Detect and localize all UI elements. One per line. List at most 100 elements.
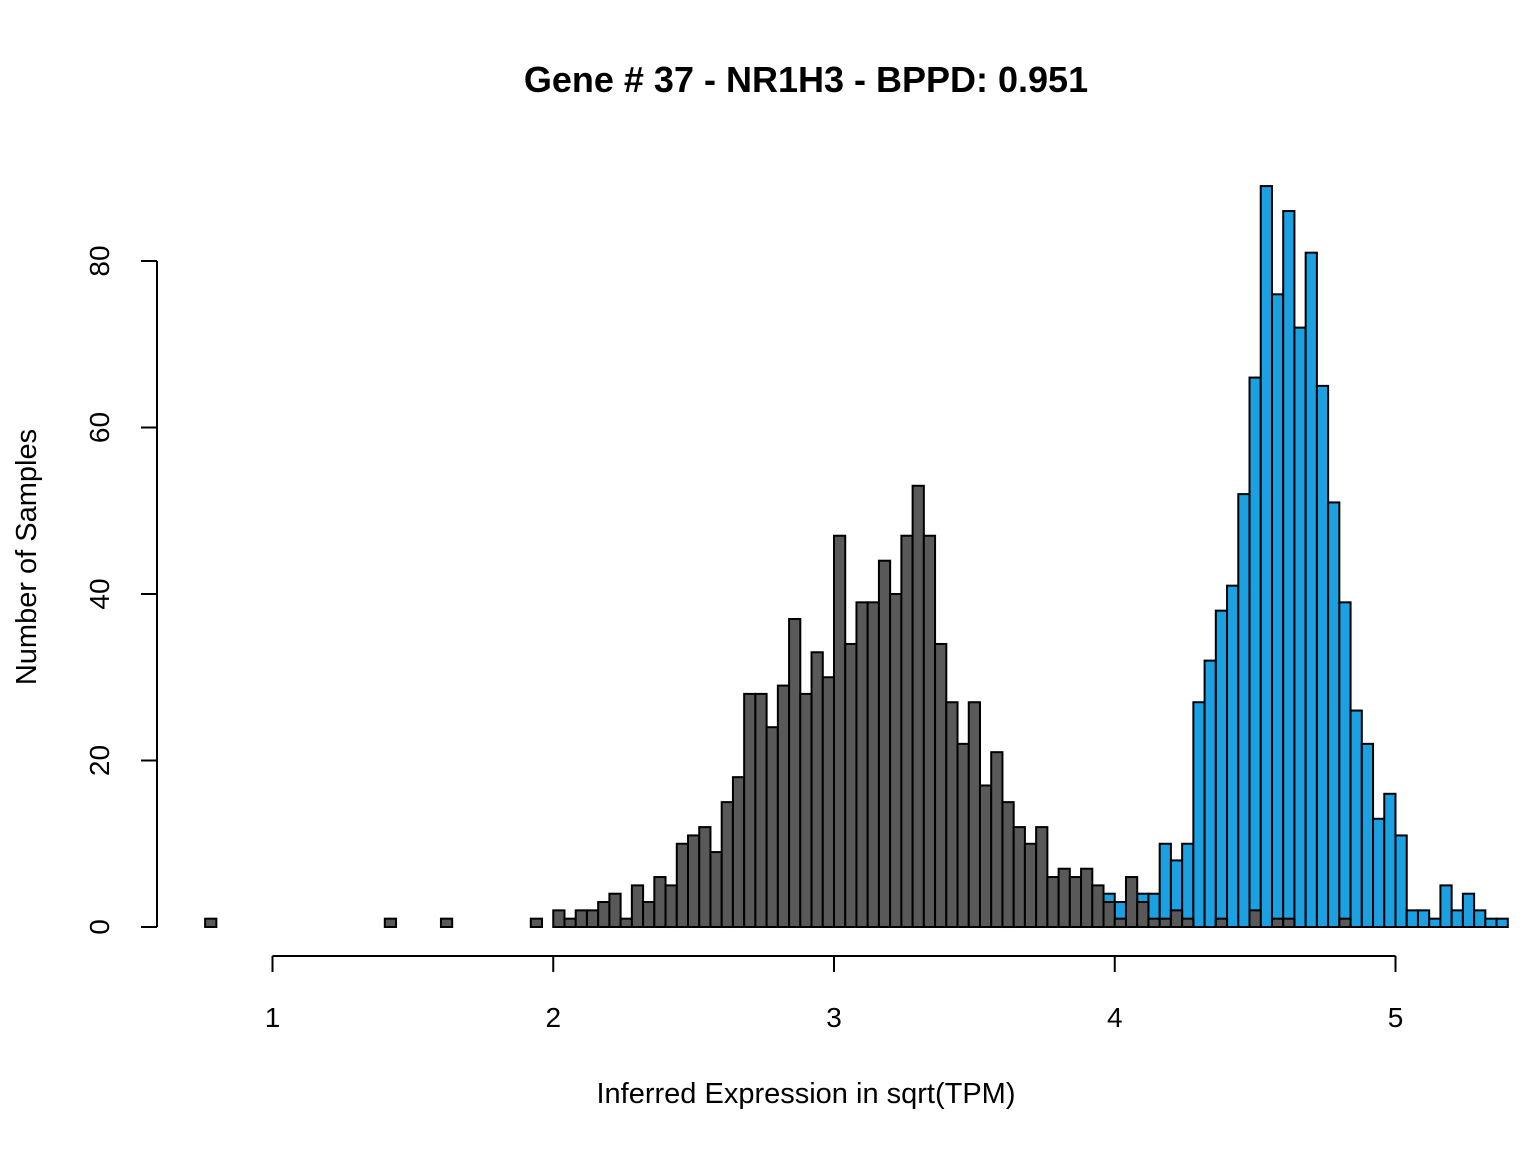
bar — [1360, 742, 1375, 928]
bar — [1315, 384, 1330, 929]
bar — [911, 484, 925, 928]
bar — [1461, 892, 1476, 929]
bar — [1023, 842, 1038, 928]
bar — [1046, 876, 1060, 928]
bar — [1416, 909, 1431, 928]
bar — [1248, 376, 1262, 928]
bar — [1338, 917, 1352, 928]
y-tick-label: 40 — [84, 578, 115, 609]
bar — [653, 876, 667, 928]
y-tick-label: 60 — [84, 412, 115, 443]
bar — [698, 826, 712, 928]
bar — [1405, 909, 1419, 928]
bar — [1035, 826, 1049, 928]
y-tick-label: 80 — [84, 245, 115, 276]
bar — [1372, 817, 1386, 929]
bar — [1214, 609, 1229, 929]
bar — [608, 892, 622, 929]
bar — [844, 642, 858, 928]
bar — [1293, 326, 1307, 929]
x-axis-label: Inferred Expression in sqrt(TPM) — [596, 1078, 1015, 1110]
bar — [1068, 876, 1083, 928]
bar — [1091, 884, 1105, 929]
bar — [1237, 493, 1251, 928]
bar — [889, 593, 903, 928]
bar — [743, 692, 757, 929]
y-tick-label: 20 — [84, 745, 115, 776]
bar — [439, 917, 454, 928]
bar — [1226, 584, 1240, 928]
bar — [1450, 909, 1464, 928]
bar — [1349, 709, 1363, 928]
bar — [866, 601, 880, 929]
bar — [1338, 601, 1352, 929]
bar — [799, 692, 813, 929]
bar — [574, 909, 588, 928]
bar — [1383, 792, 1397, 928]
bar — [1394, 834, 1408, 928]
x-tick-label: 4 — [1107, 1002, 1123, 1033]
bars-layer — [204, 185, 1509, 929]
x-tick-label: 5 — [1388, 1002, 1404, 1033]
y-tick-label: 0 — [84, 919, 115, 935]
x-tick-label: 3 — [826, 1002, 842, 1033]
bar — [529, 917, 544, 928]
bar — [967, 701, 981, 928]
bar — [563, 917, 577, 928]
bar — [630, 884, 645, 929]
bar — [877, 559, 892, 928]
x-tick-label: 2 — [545, 1002, 561, 1033]
bar — [1169, 909, 1184, 928]
bar — [1136, 901, 1150, 929]
bar — [1473, 909, 1487, 928]
bar — [1439, 884, 1453, 929]
bar — [1214, 917, 1229, 928]
bar — [990, 751, 1004, 928]
bar — [1012, 826, 1026, 928]
bar — [1282, 210, 1296, 929]
bar — [900, 534, 914, 928]
bar — [1327, 501, 1341, 928]
bar — [956, 742, 970, 928]
bar — [204, 917, 218, 928]
bar — [922, 534, 937, 928]
bar — [1248, 909, 1262, 928]
bar — [810, 651, 824, 929]
bar — [597, 901, 611, 929]
bar — [1192, 701, 1206, 928]
bar — [552, 909, 566, 928]
bar — [1124, 876, 1139, 928]
bar — [1147, 917, 1161, 928]
bar — [1181, 842, 1195, 928]
x-tick-label: 1 — [265, 1002, 281, 1033]
series-2 — [204, 484, 1352, 929]
bar — [833, 534, 847, 928]
bar — [1259, 185, 1273, 928]
bar — [642, 901, 656, 929]
bar — [1001, 801, 1015, 929]
y-axis: 0 20 40 60 80 — [84, 245, 158, 935]
bar — [1113, 917, 1127, 928]
bar — [978, 784, 993, 928]
bar — [945, 701, 959, 928]
bar — [1428, 917, 1442, 928]
bar — [1102, 901, 1116, 929]
bar — [1304, 251, 1318, 929]
bar — [1282, 917, 1296, 928]
bar — [675, 842, 690, 928]
bar — [855, 601, 869, 929]
bar — [1484, 917, 1498, 928]
bar — [585, 909, 600, 928]
bar — [1158, 842, 1172, 928]
series-1 — [788, 185, 1509, 929]
bar — [720, 801, 734, 929]
bar — [1181, 917, 1195, 928]
y-axis-label: Number of Samples — [11, 429, 43, 685]
bar — [709, 851, 723, 929]
bar — [1270, 917, 1285, 928]
bar — [664, 884, 678, 929]
bar — [754, 692, 768, 929]
bar — [1203, 659, 1217, 928]
bar — [731, 776, 746, 929]
